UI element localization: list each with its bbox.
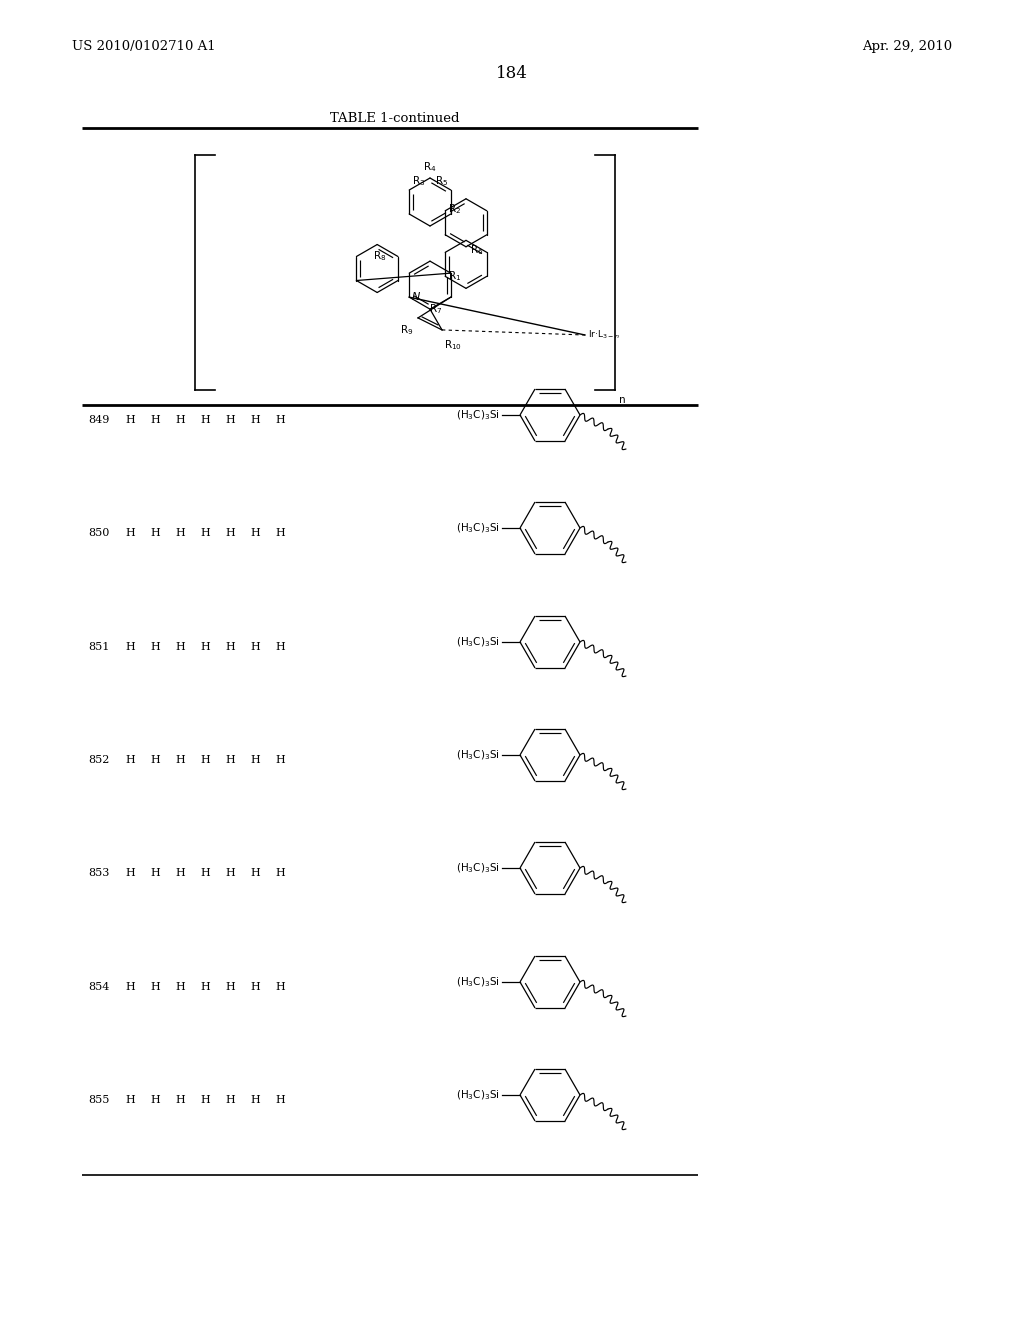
Text: H: H — [151, 414, 160, 425]
Text: H: H — [200, 869, 210, 878]
Text: H: H — [200, 414, 210, 425]
Text: 850: 850 — [88, 528, 110, 539]
Text: H: H — [125, 1096, 135, 1105]
Text: 851: 851 — [88, 642, 110, 652]
Text: H: H — [275, 414, 285, 425]
Text: 184: 184 — [496, 65, 528, 82]
Text: H: H — [125, 755, 135, 766]
Text: 852: 852 — [88, 755, 110, 766]
Text: H: H — [250, 982, 260, 993]
Text: H: H — [125, 414, 135, 425]
Text: (H$_3$C)$_3$Si: (H$_3$C)$_3$Si — [457, 975, 500, 989]
Text: H: H — [275, 869, 285, 878]
Text: H: H — [175, 414, 185, 425]
Text: H: H — [125, 528, 135, 539]
Text: H: H — [125, 642, 135, 652]
Text: R$_1$: R$_1$ — [449, 269, 462, 284]
Text: H: H — [175, 755, 185, 766]
Text: H: H — [225, 528, 234, 539]
Text: H: H — [250, 869, 260, 878]
Text: H: H — [200, 755, 210, 766]
Text: (H$_3$C)$_3$Si: (H$_3$C)$_3$Si — [457, 521, 500, 535]
Text: H: H — [225, 642, 234, 652]
Text: H: H — [225, 869, 234, 878]
Text: H: H — [125, 869, 135, 878]
Text: H: H — [225, 1096, 234, 1105]
Text: H: H — [250, 528, 260, 539]
Text: 849: 849 — [88, 414, 110, 425]
Text: (H$_3$C)$_3$Si: (H$_3$C)$_3$Si — [457, 1088, 500, 1102]
Text: 854: 854 — [88, 982, 110, 993]
Text: (H$_3$C)$_3$Si: (H$_3$C)$_3$Si — [457, 861, 500, 875]
Text: H: H — [151, 642, 160, 652]
Text: H: H — [175, 1096, 185, 1105]
Text: R$_2$: R$_2$ — [449, 202, 462, 215]
Text: R$_6$: R$_6$ — [470, 243, 483, 257]
Text: H: H — [200, 1096, 210, 1105]
Text: H: H — [225, 755, 234, 766]
Text: R$_8$: R$_8$ — [373, 249, 386, 264]
Text: H: H — [250, 414, 260, 425]
Text: N: N — [412, 292, 420, 302]
Text: H: H — [151, 869, 160, 878]
Text: H: H — [175, 982, 185, 993]
Text: H: H — [175, 869, 185, 878]
Text: R$_7$: R$_7$ — [429, 302, 442, 315]
Text: Apr. 29, 2010: Apr. 29, 2010 — [862, 40, 952, 53]
Text: 853: 853 — [88, 869, 110, 878]
Text: H: H — [275, 642, 285, 652]
Text: H: H — [151, 755, 160, 766]
Text: H: H — [151, 528, 160, 539]
Text: R$_4$: R$_4$ — [423, 160, 437, 174]
Text: H: H — [225, 982, 234, 993]
Text: H: H — [250, 755, 260, 766]
Text: H: H — [275, 982, 285, 993]
Text: R$_9$: R$_9$ — [399, 323, 413, 337]
Text: H: H — [151, 1096, 160, 1105]
Text: 855: 855 — [88, 1096, 110, 1105]
Text: H: H — [200, 528, 210, 539]
Text: (H$_3$C)$_3$Si: (H$_3$C)$_3$Si — [457, 748, 500, 762]
Text: TABLE 1-continued: TABLE 1-continued — [331, 112, 460, 125]
Text: H: H — [175, 642, 185, 652]
Text: H: H — [275, 755, 285, 766]
Text: H: H — [250, 642, 260, 652]
Text: US 2010/0102710 A1: US 2010/0102710 A1 — [72, 40, 216, 53]
Text: H: H — [250, 1096, 260, 1105]
Text: H: H — [151, 982, 160, 993]
Text: R$_5$: R$_5$ — [434, 174, 447, 187]
Text: H: H — [125, 982, 135, 993]
Text: H: H — [275, 1096, 285, 1105]
Text: R$_{10}$: R$_{10}$ — [444, 338, 462, 351]
Text: H: H — [175, 528, 185, 539]
Text: (H$_3$C)$_3$Si: (H$_3$C)$_3$Si — [457, 408, 500, 422]
Text: (H$_3$C)$_3$Si: (H$_3$C)$_3$Si — [457, 635, 500, 649]
Text: H: H — [200, 982, 210, 993]
Text: H: H — [200, 642, 210, 652]
Text: n: n — [618, 395, 626, 405]
Text: R$_3$: R$_3$ — [413, 174, 426, 187]
Text: Ir·L$_{3-n}$: Ir·L$_{3-n}$ — [588, 329, 620, 342]
Text: H: H — [225, 414, 234, 425]
Text: H: H — [275, 528, 285, 539]
